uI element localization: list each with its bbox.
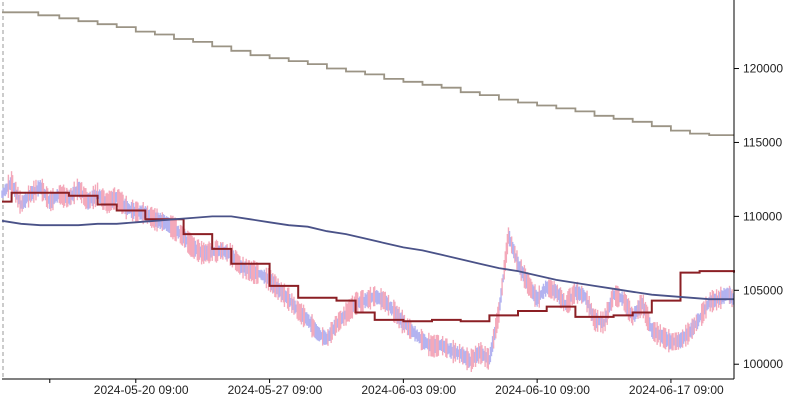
y-tick-label: 105000 xyxy=(743,283,783,297)
y-tick-label: 110000 xyxy=(743,209,782,223)
x-tick-label: 2024-06-10 09:00 xyxy=(495,383,590,397)
blue-line-series-line xyxy=(1,215,734,301)
y-tick-label: 100000 xyxy=(743,357,783,371)
red-step-series-line xyxy=(2,191,735,323)
y-tick-label: 120000 xyxy=(743,62,783,76)
x-tick-label: 2024-06-17 09:00 xyxy=(629,383,724,397)
upper-step-series-line xyxy=(2,11,734,136)
x-tick-label: 2024-05-20 09:00 xyxy=(94,383,189,397)
x-tick-label: 2024-05-27 09:00 xyxy=(228,383,323,397)
x-tick-label: 2024-06-03 09:00 xyxy=(361,383,456,397)
y-tick-label: 115000 xyxy=(743,135,782,149)
